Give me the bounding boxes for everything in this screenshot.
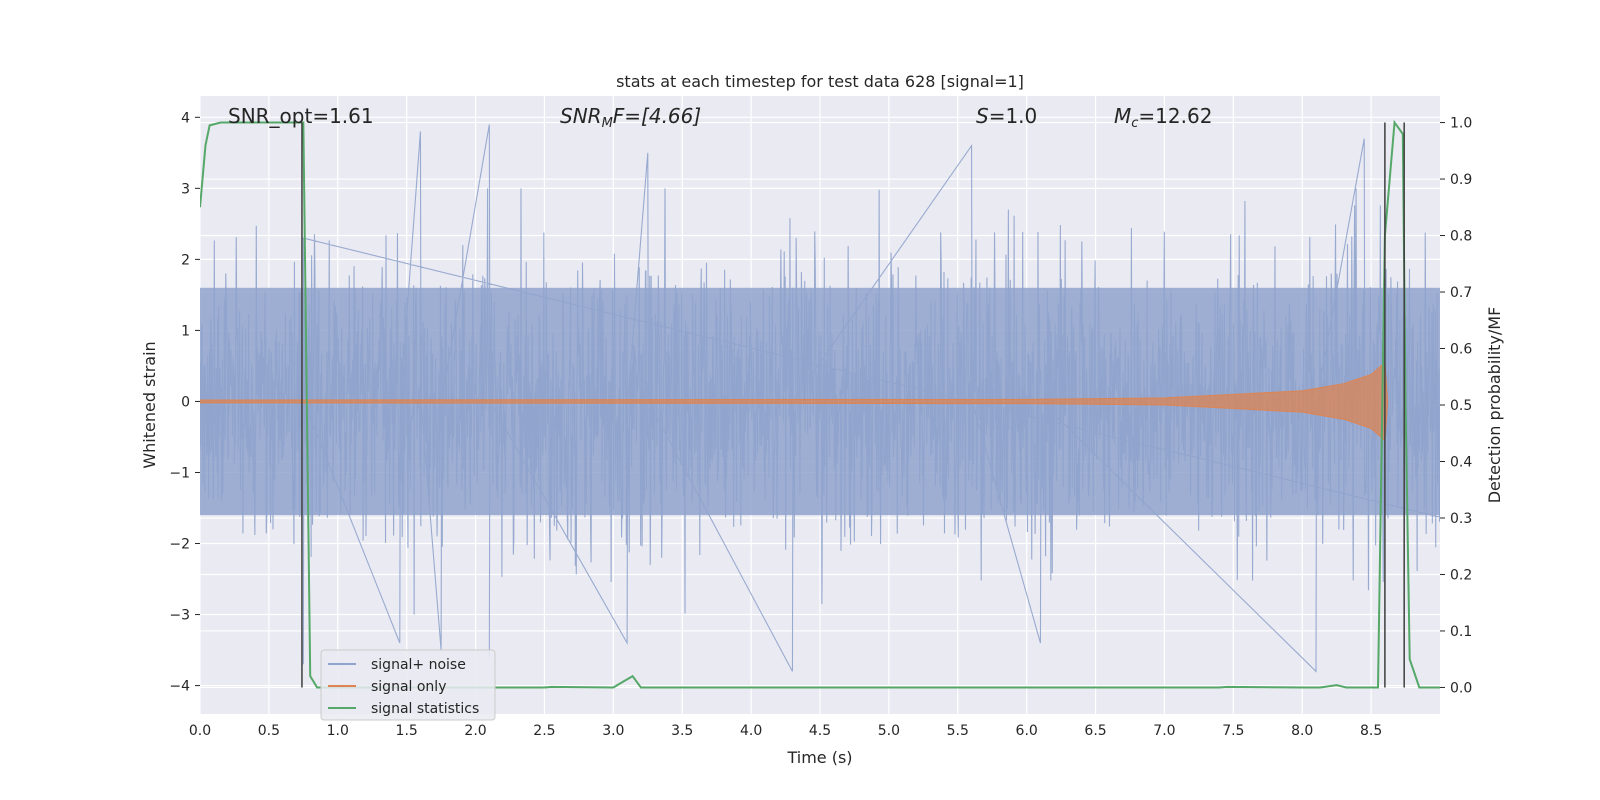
x-tick-label: 7.5 (1222, 723, 1244, 739)
y-tick-label: 3 (181, 181, 190, 197)
x-tick-label: 1.0 (327, 723, 349, 739)
y2-tick-label: 0.7 (1450, 285, 1472, 301)
x-tick-label: 6.5 (1084, 723, 1106, 739)
y-tick-labels: 4 3 2 1 0 −1 −2 −3 −4 (169, 110, 200, 695)
legend-label-signal: signal only (371, 679, 446, 695)
x-tick-label: 6.0 (1016, 723, 1038, 739)
x-tick-label: 0.5 (258, 723, 280, 739)
y-tick-label: −1 (169, 465, 190, 481)
annotation-snr-opt: SNR_opt=1.61 (228, 104, 374, 128)
annotation-mc-rest: =12.62 (1138, 104, 1212, 128)
x-tick-label: 2.5 (533, 723, 555, 739)
x-tick-label: 3.5 (671, 723, 693, 739)
y2-tick-label: 0.0 (1450, 680, 1472, 696)
x-tick-label: 5.5 (947, 723, 969, 739)
annotation-snr-mf-rest: F=[4.66] (613, 104, 701, 128)
signal-statistics-line (200, 119, 1440, 689)
y2-axis-label: Detection probability/MF (1485, 307, 1504, 504)
legend-label-stats: signal statistics (371, 701, 479, 717)
y2-tick-label: 0.5 (1450, 398, 1472, 414)
y-axis-label: Whitened strain (140, 341, 159, 468)
x-tick-label: 1.5 (396, 723, 418, 739)
x-tick-label: 4.5 (809, 723, 831, 739)
annotation-snr-mf: SNRMF=[4.66] (560, 104, 701, 131)
y2-tick-label: 0.1 (1450, 624, 1472, 640)
legend: signal+ noise signal only signal statist… (320, 649, 496, 721)
annotation-mc: Mc=12.62 (1114, 104, 1212, 131)
y2-tick-label: 0.3 (1450, 511, 1472, 527)
y-tick-label: 1 (181, 323, 190, 339)
y-tick-label: 0 (181, 394, 190, 410)
y-tick-label: −2 (169, 537, 190, 553)
legend-box (320, 649, 496, 721)
y-tick-label: 2 (181, 252, 190, 268)
x-tick-labels: 0.0 0.5 1.0 1.5 2.0 2.5 3.0 3.5 4.0 4.5 5.0 5.5 6.0 6… (189, 723, 1382, 739)
x-tick-label: 5.0 (878, 723, 900, 739)
x-tick-label: 7.0 (1153, 723, 1175, 739)
annotation-snr-mf-base: SNR (560, 104, 602, 128)
annotation-s: S=1.0 (976, 104, 1037, 128)
signal-statistics-series (200, 119, 1440, 689)
annotation-snr-mf-sub: M (602, 116, 613, 131)
x-tick-label: 8.5 (1360, 723, 1382, 739)
x-tick-label: 3.0 (602, 723, 624, 739)
y-tick-label: −4 (169, 679, 190, 695)
signal-only-series (200, 361, 1389, 442)
signal-only-envelope (200, 361, 1389, 442)
y2-tick-label: 0.4 (1450, 454, 1472, 470)
annotation-s-rest: =1.0 (989, 104, 1038, 128)
y2-tick-label: 0.6 (1450, 342, 1472, 358)
x-tick-label: 4.0 (740, 723, 762, 739)
annotation-mc-base: M (1114, 104, 1131, 128)
y-tick-label: −3 (169, 608, 190, 624)
y-tick-label: 4 (181, 110, 190, 126)
y2-tick-label: 1.0 (1450, 116, 1472, 132)
chart-title: stats at each timestep for test data 628… (616, 72, 1024, 91)
y2-tick-label: 0.8 (1450, 229, 1472, 245)
y2-tick-labels: 1.0 0.9 0.8 0.7 0.6 0.5 0.4 0.3 0.2 0.1 0.0 (1440, 116, 1472, 696)
annotation-mc-sub: c (1131, 116, 1138, 131)
x-tick-label: 2.0 (464, 723, 486, 739)
x-axis-label: Time (s) (786, 748, 852, 767)
annotation-s-base: S (976, 104, 989, 128)
y2-tick-label: 0.9 (1450, 172, 1472, 188)
x-tick-label: 0.0 (189, 723, 211, 739)
x-tick-label: 8.0 (1291, 723, 1313, 739)
y2-tick-label: 0.2 (1450, 567, 1472, 583)
legend-label-noise: signal+ noise (371, 657, 466, 673)
